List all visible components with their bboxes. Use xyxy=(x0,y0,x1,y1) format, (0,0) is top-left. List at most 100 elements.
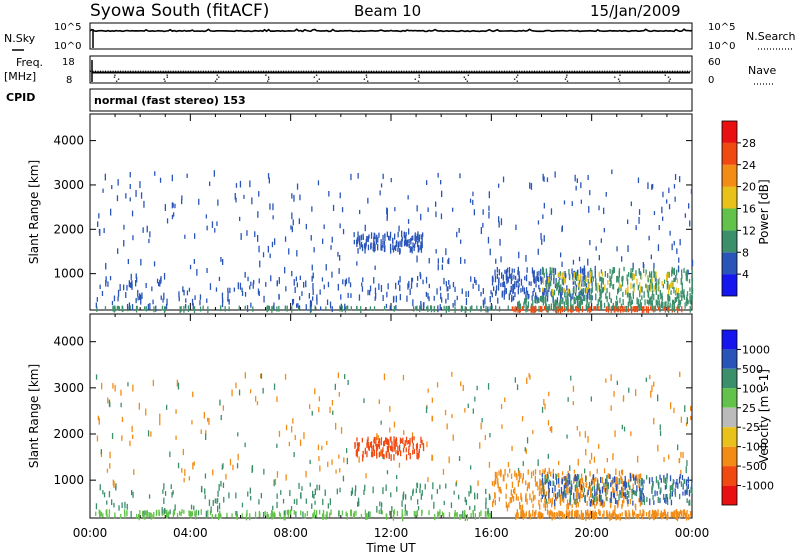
data-point xyxy=(202,305,204,311)
data-point xyxy=(522,473,524,480)
data-point xyxy=(598,443,600,449)
data-point xyxy=(536,295,538,301)
data-point xyxy=(506,279,508,285)
data-point xyxy=(422,279,424,285)
data-point xyxy=(304,513,306,519)
nave-dot xyxy=(112,70,114,72)
data-point xyxy=(589,294,591,300)
data-point xyxy=(589,459,591,464)
data-point xyxy=(501,272,503,279)
data-point xyxy=(110,208,112,216)
data-point xyxy=(613,488,615,495)
data-point xyxy=(338,510,340,517)
data-point xyxy=(396,486,398,492)
data-point xyxy=(139,510,141,515)
data-point xyxy=(407,239,409,247)
data-point xyxy=(603,510,605,517)
data-point xyxy=(408,239,410,244)
data-point xyxy=(513,306,515,313)
data-point xyxy=(525,297,527,303)
data-point xyxy=(655,290,657,296)
data-point xyxy=(610,298,612,303)
data-point xyxy=(532,503,534,509)
data-point xyxy=(545,474,547,481)
nave-dot xyxy=(363,70,365,72)
data-point xyxy=(482,209,484,215)
time-tick-label: 16:00 xyxy=(474,526,509,540)
data-point xyxy=(642,509,644,517)
data-point xyxy=(480,292,482,297)
data-point xyxy=(637,177,640,184)
data-point xyxy=(684,302,686,309)
nave-dot xyxy=(110,70,112,72)
data-point xyxy=(575,501,577,508)
data-point xyxy=(614,476,616,483)
colorbar-tick-label: 1000 xyxy=(742,343,770,356)
data-point xyxy=(310,306,312,313)
data-point xyxy=(251,466,253,473)
data-point xyxy=(673,240,675,246)
nave-dot xyxy=(546,70,548,72)
data-point xyxy=(568,511,571,517)
data-point xyxy=(322,513,325,520)
data-point xyxy=(580,491,582,499)
data-point xyxy=(552,299,555,305)
data-point xyxy=(591,281,593,287)
data-point xyxy=(541,276,543,283)
data-point xyxy=(409,453,411,460)
data-point xyxy=(544,480,546,485)
data-point xyxy=(489,248,491,256)
data-point xyxy=(551,514,553,521)
data-point xyxy=(273,479,275,487)
nave-dip-dot xyxy=(614,76,616,78)
data-point xyxy=(667,296,669,302)
data-point xyxy=(393,306,395,312)
data-point xyxy=(260,373,263,379)
nave-dot xyxy=(303,70,305,72)
data-point xyxy=(405,238,407,245)
data-point xyxy=(448,456,450,464)
data-point xyxy=(263,295,265,303)
data-point xyxy=(276,501,278,509)
data-point xyxy=(641,295,643,301)
data-point xyxy=(542,277,545,285)
data-point xyxy=(607,513,609,520)
data-point xyxy=(667,511,669,519)
data-point xyxy=(208,499,211,507)
data-point xyxy=(299,296,301,301)
data-point xyxy=(413,245,415,252)
data-point xyxy=(632,488,634,494)
data-point xyxy=(214,498,216,504)
nave-dip-dot xyxy=(113,76,116,78)
data-point xyxy=(658,300,660,306)
nave-dip-dot xyxy=(566,74,568,76)
data-point xyxy=(651,303,653,310)
data-point xyxy=(581,280,583,287)
data-point xyxy=(669,230,671,236)
data-point xyxy=(557,306,559,313)
data-point xyxy=(686,498,688,504)
data-point xyxy=(309,300,312,308)
nave-dot xyxy=(343,70,345,72)
data-point xyxy=(383,441,385,447)
data-point xyxy=(564,475,566,481)
data-point xyxy=(350,293,352,298)
nave-dot xyxy=(205,70,207,72)
data-point xyxy=(630,201,632,207)
data-point xyxy=(587,486,590,491)
nave-dot xyxy=(145,70,147,72)
data-point xyxy=(111,185,113,190)
data-point xyxy=(393,509,396,515)
data-point xyxy=(541,512,543,519)
velocity-panel-frame xyxy=(89,313,693,519)
data-point xyxy=(381,449,383,454)
data-point xyxy=(564,278,566,285)
data-point xyxy=(147,430,150,437)
data-point xyxy=(476,385,478,391)
data-point xyxy=(676,278,679,284)
data-point xyxy=(617,514,619,520)
data-point xyxy=(300,510,302,516)
data-point xyxy=(422,445,425,452)
data-point xyxy=(586,501,588,506)
data-point xyxy=(117,289,120,297)
